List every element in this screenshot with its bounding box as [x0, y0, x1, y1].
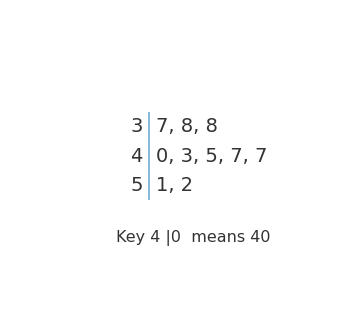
Text: Key 4 |0  means 40: Key 4 |0 means 40: [116, 229, 270, 246]
Text: 4: 4: [131, 147, 143, 166]
Text: 3: 3: [131, 117, 143, 136]
Text: 7, 8, 8: 7, 8, 8: [156, 117, 218, 136]
Text: 5: 5: [130, 177, 143, 195]
Text: 1, 2: 1, 2: [156, 177, 194, 195]
Text: 0, 3, 5, 7, 7: 0, 3, 5, 7, 7: [156, 147, 268, 166]
